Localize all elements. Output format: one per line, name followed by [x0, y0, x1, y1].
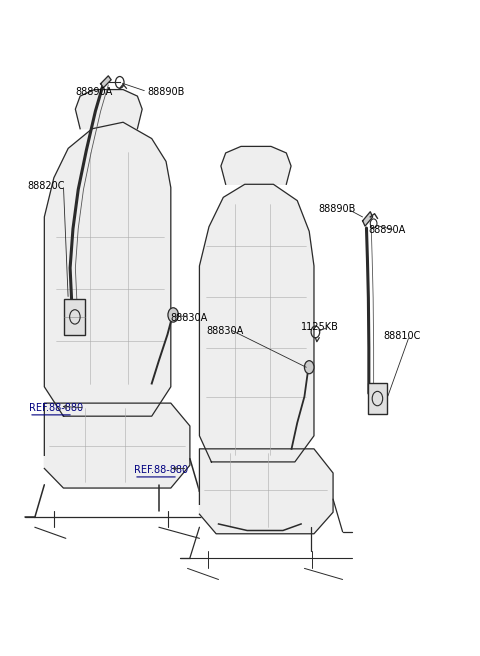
Text: 88890A: 88890A — [369, 225, 406, 235]
Text: 88830A: 88830A — [206, 326, 244, 337]
FancyBboxPatch shape — [64, 299, 85, 335]
Circle shape — [168, 308, 179, 322]
Text: 88890B: 88890B — [319, 204, 356, 214]
Polygon shape — [199, 184, 314, 462]
Polygon shape — [221, 146, 291, 184]
Polygon shape — [44, 122, 171, 416]
Text: 1125KB: 1125KB — [301, 321, 339, 332]
Polygon shape — [363, 212, 372, 226]
Text: REF.88-880: REF.88-880 — [29, 403, 83, 413]
Circle shape — [304, 361, 314, 374]
Polygon shape — [44, 403, 190, 488]
Text: 88810C: 88810C — [383, 331, 420, 341]
Text: 88890A: 88890A — [75, 87, 113, 96]
Text: REF.88-880: REF.88-880 — [134, 464, 188, 475]
Polygon shape — [101, 76, 111, 88]
Polygon shape — [199, 449, 333, 534]
Polygon shape — [75, 90, 142, 129]
Text: 88820C: 88820C — [28, 180, 65, 191]
Text: 88890B: 88890B — [147, 87, 184, 96]
FancyBboxPatch shape — [368, 383, 387, 414]
Text: 88830A: 88830A — [171, 313, 208, 323]
